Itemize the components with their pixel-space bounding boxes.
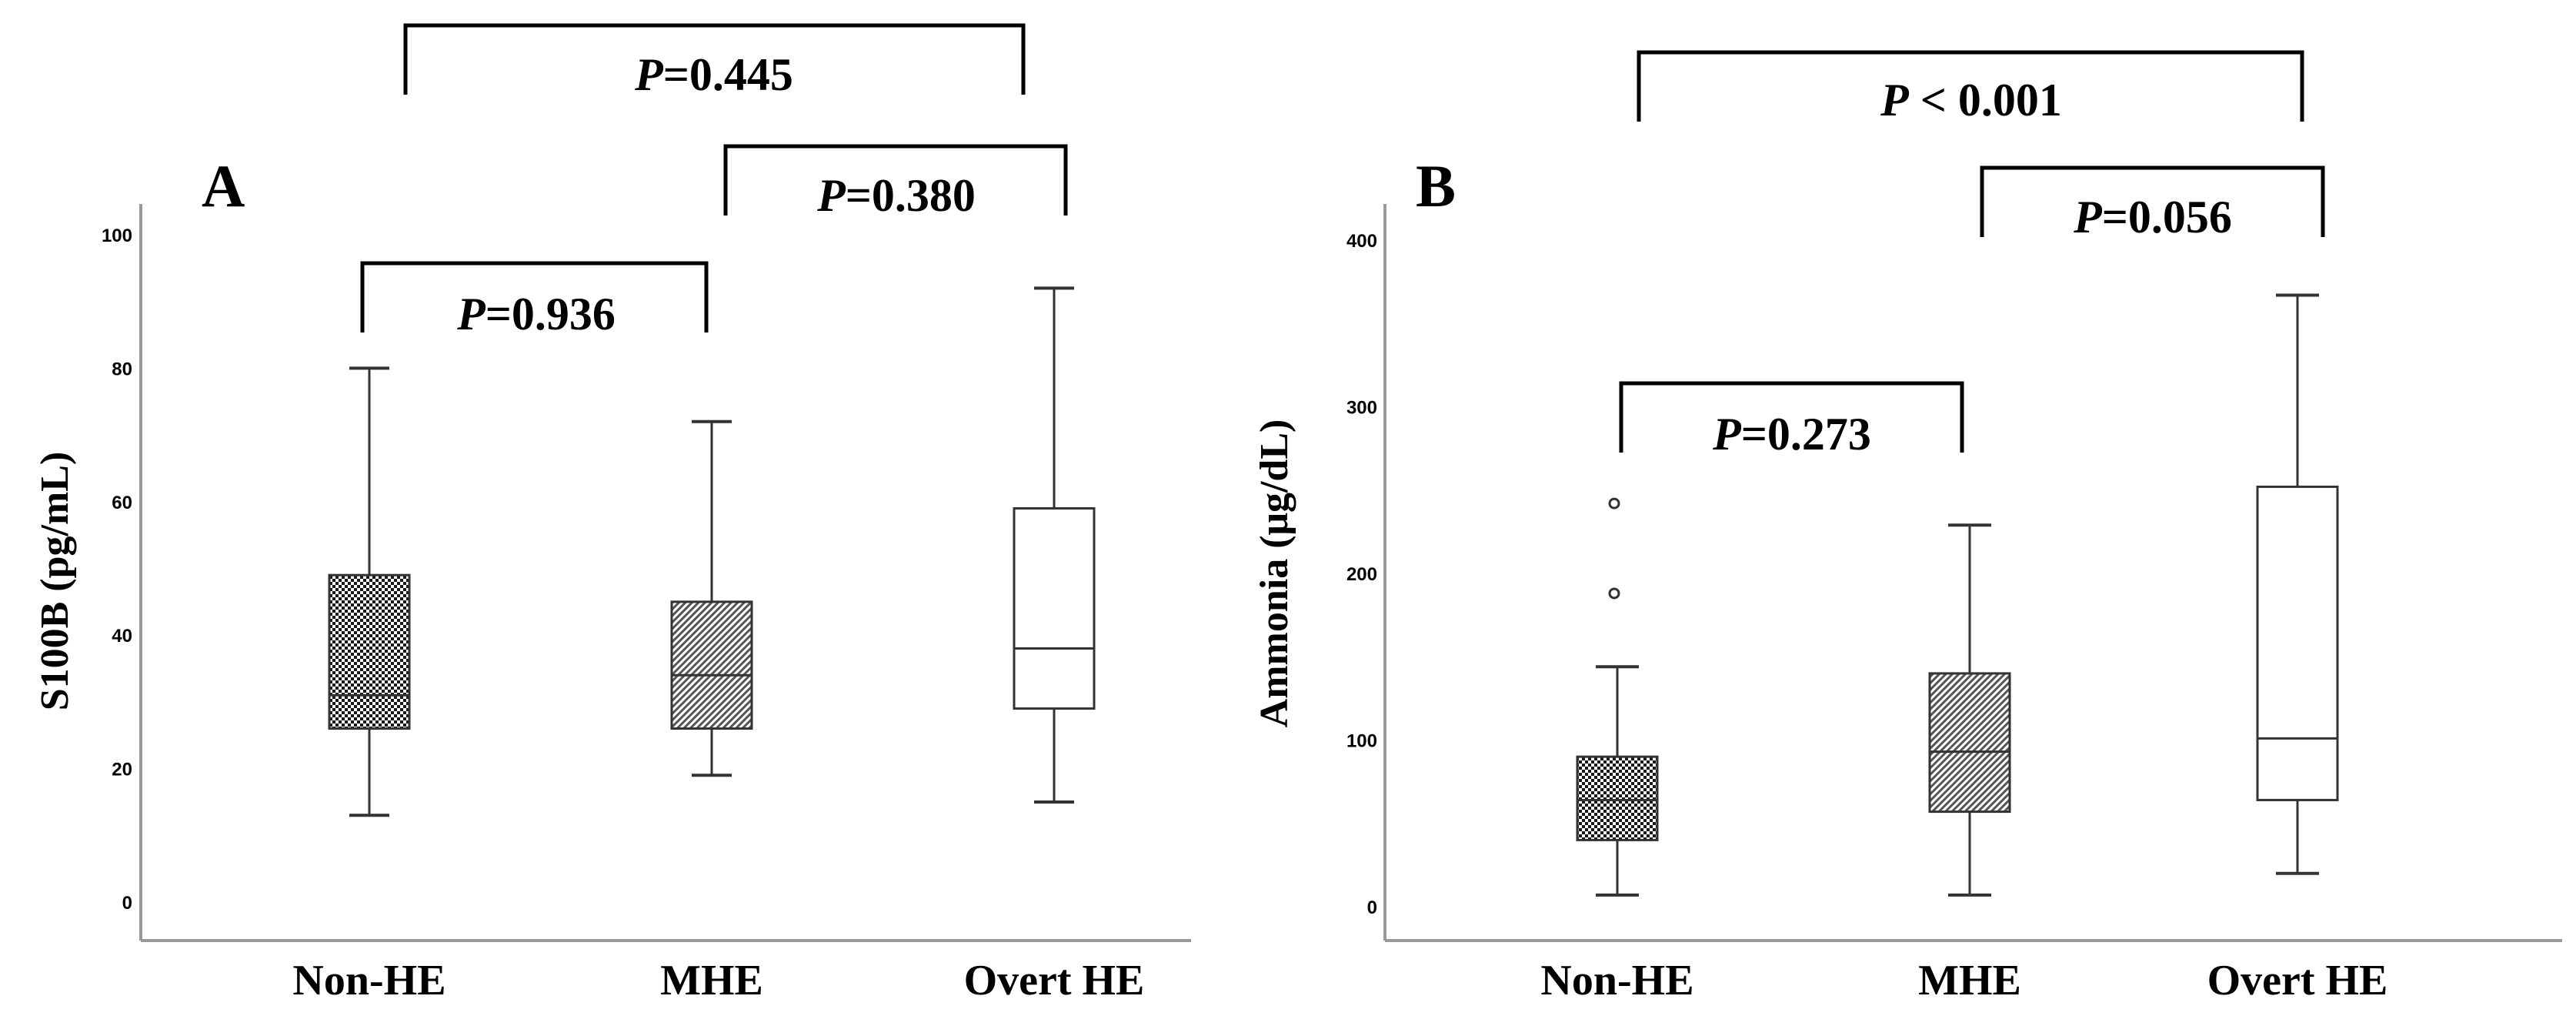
p-symbol: P bbox=[634, 49, 664, 100]
box-overt-he bbox=[1013, 286, 1096, 804]
p-value-label: P=0.380 bbox=[816, 170, 976, 221]
panel-b-y-axis-title: Ammonia (μg/dL) bbox=[1253, 419, 1296, 728]
bracket-non-he-vs-mhe: P=0.273 bbox=[1619, 381, 1964, 460]
bracket-non-he-vs-overt-he: P < 0.001 bbox=[1637, 50, 2304, 125]
panel-a-y-axis-title: S100B (pg/mL) bbox=[33, 452, 77, 711]
box-non-he bbox=[328, 366, 411, 817]
p-value-text: =0.273 bbox=[1741, 409, 1871, 460]
p-value-text: =0.380 bbox=[846, 170, 976, 221]
iqr-box bbox=[328, 573, 411, 730]
iqr-box bbox=[1928, 672, 2011, 814]
iqr-box bbox=[670, 600, 753, 730]
y-tick-label-300: 300 bbox=[1346, 398, 1377, 419]
y-tick-label-0: 0 bbox=[122, 893, 132, 914]
panel-a: A S100B (pg/mL) 0 20 40 60 80 100 Non-HE MHE Ov… bbox=[33, 23, 1191, 1004]
y-tick-label-20: 20 bbox=[112, 760, 132, 780]
x-label-non-he: Non-HE bbox=[292, 957, 445, 1004]
panel-b-y-ticks: 0 100 200 300 400 bbox=[1346, 231, 1377, 918]
bracket-line bbox=[403, 23, 1026, 95]
box-mhe bbox=[1928, 523, 2011, 897]
x-label-overt-he: Overt HE bbox=[2207, 957, 2388, 1004]
bracket-line bbox=[1637, 50, 2304, 122]
panel-a-boxes bbox=[328, 286, 1096, 817]
panel-b-label: B bbox=[1416, 152, 1456, 219]
box-mhe bbox=[670, 419, 753, 777]
p-value-text: =0.936 bbox=[486, 289, 616, 339]
p-symbol: P bbox=[1712, 409, 1742, 460]
panel-b: B Ammonia (μg/dL) 0 100 200 300 400 Non-HE MH… bbox=[1253, 50, 2562, 1004]
bracket-line bbox=[360, 261, 709, 333]
bracket-line bbox=[1980, 165, 2325, 237]
p-symbol: P bbox=[2073, 192, 2103, 242]
p-value-label: P=0.056 bbox=[2073, 192, 2232, 242]
bracket-mhe-vs-overt-he: P=0.056 bbox=[1980, 165, 2325, 242]
x-label-mhe: MHE bbox=[660, 957, 763, 1004]
y-tick-label-400: 400 bbox=[1346, 231, 1377, 252]
p-symbol: P bbox=[816, 170, 846, 221]
panel-b-x-labels: Non-HE MHE Overt HE bbox=[1540, 957, 2387, 1004]
iqr-box bbox=[1576, 755, 1659, 841]
y-tick-label-60: 60 bbox=[112, 493, 132, 513]
outlier-point bbox=[1608, 497, 1620, 510]
y-tick-label-200: 200 bbox=[1346, 564, 1377, 585]
bracket-non-he-vs-overt-he: P=0.445 bbox=[403, 23, 1026, 100]
iqr-box bbox=[2256, 485, 2339, 801]
box-overt-he bbox=[2256, 293, 2339, 875]
y-tick-label-100: 100 bbox=[1346, 731, 1377, 752]
plot-b: 0 100 200 300 400 Non-HE MHE Overt HE P < 0.00… bbox=[1346, 50, 2562, 1004]
y-tick-label-0: 0 bbox=[1367, 897, 1377, 918]
y-tick-label-100: 100 bbox=[102, 226, 132, 246]
x-label-overt-he: Overt HE bbox=[964, 957, 1145, 1004]
p-value-label: P=0.445 bbox=[634, 49, 793, 100]
p-value-text: < 0.001 bbox=[1909, 75, 2062, 125]
bracket-non-he-vs-mhe: P=0.936 bbox=[360, 261, 709, 339]
p-value-label: P < 0.001 bbox=[1880, 75, 2062, 125]
x-label-non-he: Non-HE bbox=[1540, 957, 1693, 1004]
y-tick-label-80: 80 bbox=[112, 359, 132, 379]
p-value-text: =0.445 bbox=[663, 49, 793, 100]
p-value-text: =0.056 bbox=[2102, 192, 2232, 242]
iqr-box bbox=[1013, 506, 1096, 710]
p-value-label: P=0.936 bbox=[456, 289, 616, 339]
panel-b-boxes bbox=[1576, 293, 2339, 897]
bracket-mhe-vs-overt-he: P=0.380 bbox=[723, 144, 1068, 221]
panel-a-x-labels: Non-HE MHE Overt HE bbox=[292, 957, 1144, 1004]
p-symbol: P bbox=[1880, 75, 1910, 125]
bracket-line bbox=[1619, 381, 1964, 453]
x-label-mhe: MHE bbox=[1918, 957, 2021, 1004]
y-tick-label-40: 40 bbox=[112, 626, 132, 647]
box-non-he bbox=[1576, 497, 1659, 897]
bracket-line bbox=[723, 144, 1068, 216]
panel-a-y-ticks: 0 20 40 60 80 100 bbox=[102, 226, 132, 914]
p-symbol: P bbox=[456, 289, 486, 339]
outlier-point bbox=[1608, 587, 1620, 600]
p-value-label: P=0.273 bbox=[1712, 409, 1871, 460]
panel-a-label: A bbox=[202, 152, 245, 219]
